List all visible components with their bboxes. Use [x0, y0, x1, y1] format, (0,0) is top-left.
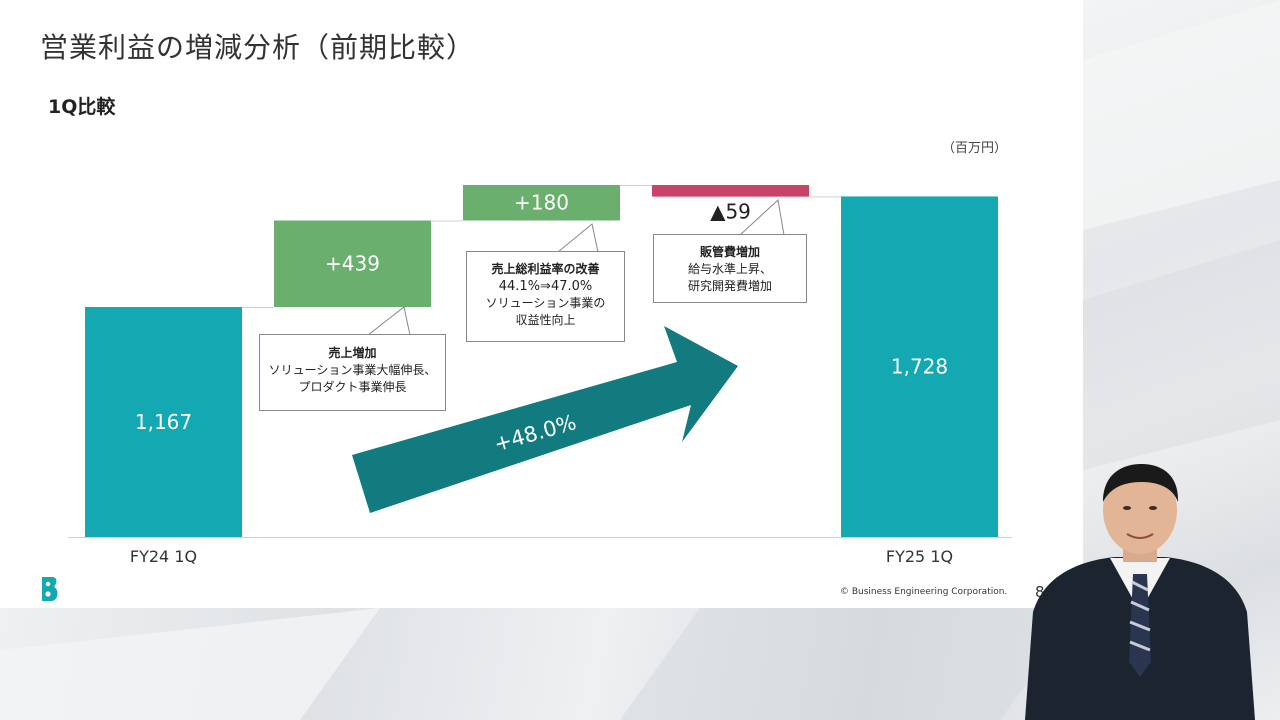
waterfall-bar — [463, 185, 620, 221]
callout-pointer — [556, 223, 599, 253]
callout-pointer — [366, 306, 411, 336]
growth-arrow — [352, 326, 738, 513]
callout-margin-line3: 収益性向上 — [515, 313, 576, 327]
callout-sga-head: 販管費増加 — [699, 245, 760, 259]
bar-value-label: +439 — [325, 252, 380, 276]
bar-value-label: 1,728 — [891, 355, 948, 379]
callout-margin-improvement: 売上総利益率の改善 44.1%⇒47.0% ソリューション事業の 収益性向上 — [466, 251, 625, 342]
callout-sales-increase: 売上増加 ソリューション事業大幅伸長、 プロダクト事業伸長 — [259, 334, 446, 411]
copyright: © Business Engineering Corporation. — [840, 587, 1008, 597]
slide-title: 営業利益の増減分析（前期比較） — [40, 31, 476, 64]
callout-margin-head: 売上総利益率の改善 — [491, 262, 600, 276]
company-logo-icon — [42, 577, 58, 601]
waterfall-bar — [652, 185, 809, 197]
callout-sales-line1: ソリューション事業大幅伸長、 — [268, 363, 437, 377]
waterfall-bar — [274, 220, 431, 307]
callout-sales-line2: プロダクト事業伸長 — [298, 380, 407, 394]
waterfall-bar — [85, 307, 242, 537]
bar-value-label: 1,167 — [135, 410, 192, 434]
presenter-video — [1025, 464, 1255, 720]
bar-value-label: +180 — [514, 191, 569, 215]
callout-margin-line2: ソリューション事業の — [485, 296, 606, 310]
bar-value-label: ▲59 — [710, 200, 751, 224]
page-number: 8 — [1035, 583, 1045, 601]
callout-sga-increase: 販管費増加 給与水準上昇、 研究開発費増加 — [653, 234, 807, 303]
x-tick-label: FY25 1Q — [886, 547, 953, 566]
callout-sga-line1: 給与水準上昇、 — [687, 262, 772, 276]
slide-subtitle: 1Q比較 — [48, 96, 116, 118]
callout-sales-head: 売上増加 — [328, 346, 377, 360]
x-tick-label: FY24 1Q — [130, 547, 197, 566]
unit-label: （百万円） — [942, 141, 1008, 156]
waterfall-bar — [841, 196, 998, 537]
callout-margin-line1: 44.1%⇒47.0% — [498, 279, 593, 294]
callout-sga-line2: 研究開発費増加 — [687, 279, 772, 293]
slide: 営業利益の増減分析（前期比較） 1Q比較 （百万円） 1,167 FY24 1Q +… — [0, 0, 1083, 608]
